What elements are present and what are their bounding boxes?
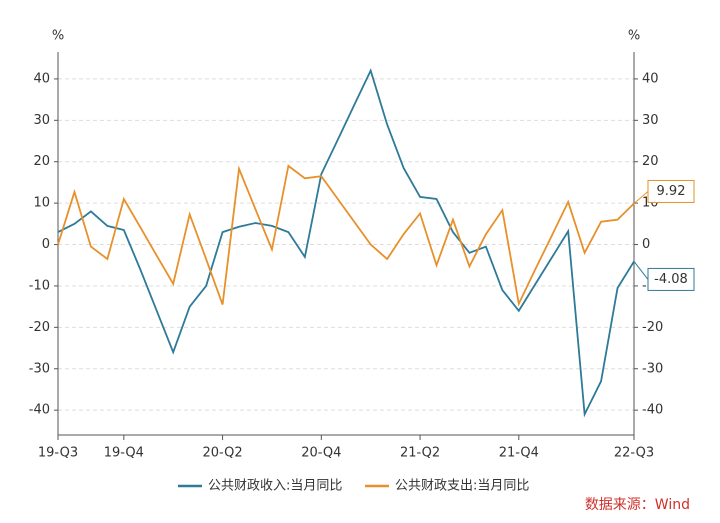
y2-tick-label: -20 [642, 320, 663, 335]
legend-label: 公共财政收入:当月同比 [208, 479, 342, 494]
y-tick-label: 40 [33, 71, 50, 86]
y-tick-label: -10 [29, 278, 50, 293]
y-tick-label: 20 [33, 154, 50, 169]
y2-unit: % [628, 29, 640, 44]
y-tick-label: -40 [29, 403, 50, 418]
y2-tick-label: -40 [642, 403, 663, 418]
value-label: -4.08 [654, 272, 688, 287]
series-line [57, 164, 635, 307]
callout-line [633, 191, 649, 204]
x-tick-label: 22-Q3 [614, 446, 654, 461]
y-tick-label: 30 [33, 113, 50, 128]
y2-tick-label: 40 [642, 71, 659, 86]
y-tick-label: 0 [42, 237, 50, 252]
y2-tick-label: 30 [642, 113, 659, 128]
callout-line [633, 261, 649, 280]
x-tick-label: 21-Q4 [499, 446, 539, 461]
x-tick-label: 19-Q3 [38, 446, 78, 461]
callout-box [647, 267, 695, 291]
y2-tick-label: -30 [642, 361, 663, 376]
series-line [57, 68, 635, 418]
x-tick-label: 20-Q2 [202, 446, 242, 461]
y-tick-label: -30 [29, 361, 50, 376]
x-tick-label: 19-Q4 [104, 446, 144, 461]
legend-label: 公共财政支出:当月同比 [395, 479, 529, 494]
x-tick-label: 20-Q4 [301, 446, 341, 461]
y-unit: % [52, 29, 64, 44]
y-tick-label: -20 [29, 320, 50, 335]
x-tick-label: 21-Q2 [400, 446, 440, 461]
source: 数据来源：Wind [585, 497, 690, 513]
y2-tick-label: 20 [642, 154, 659, 169]
y-tick-label: 10 [33, 196, 50, 211]
y2-tick-label: 0 [642, 237, 650, 252]
callout-box [647, 179, 695, 203]
value-label: 9.92 [657, 184, 686, 199]
